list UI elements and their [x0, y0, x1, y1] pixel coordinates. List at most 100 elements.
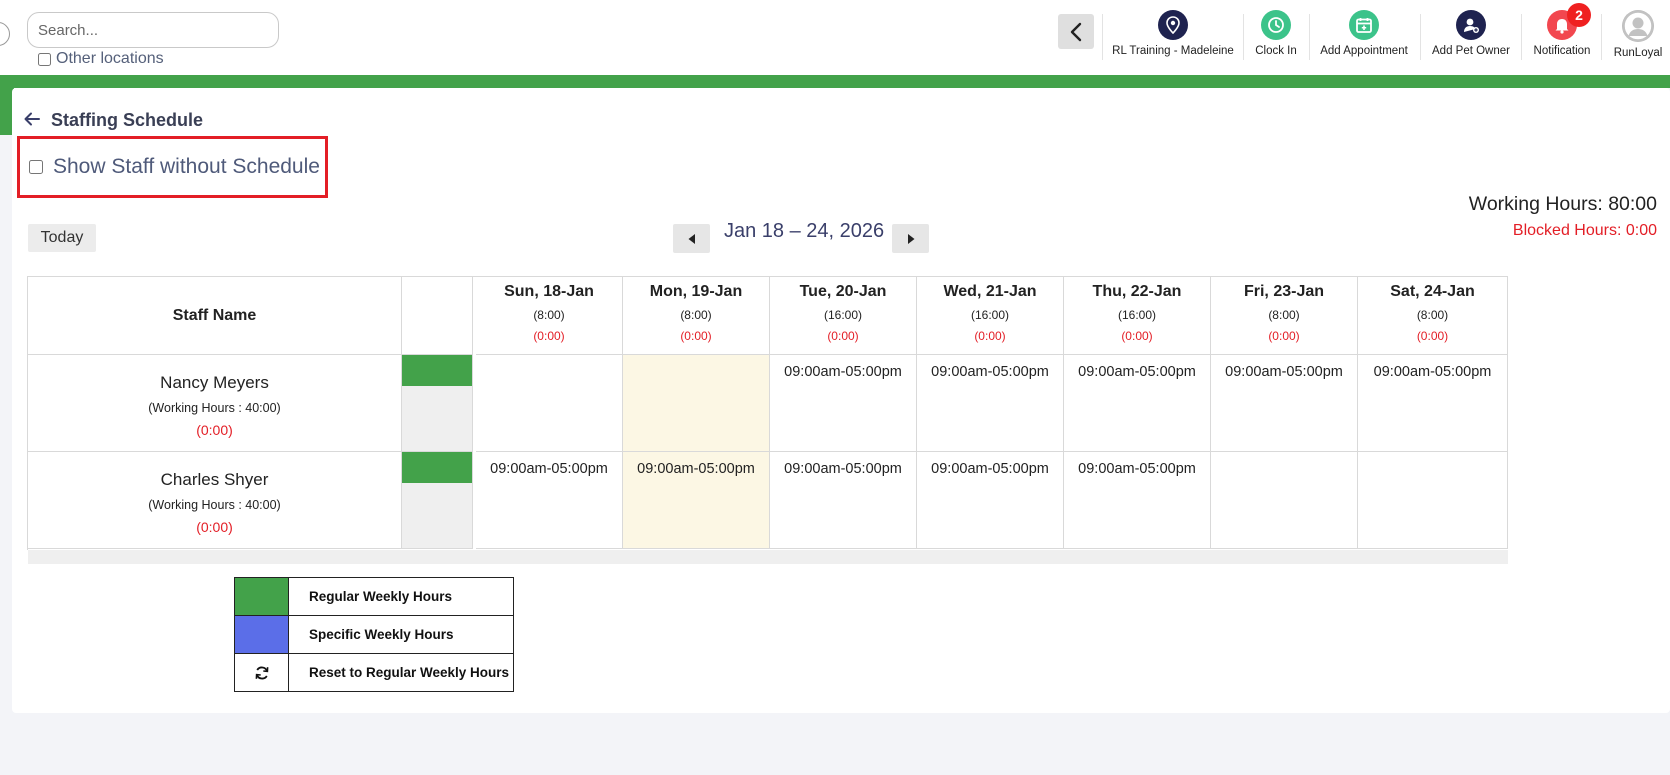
accent-strip [0, 88, 14, 135]
next-week-button[interactable] [892, 224, 929, 253]
regular-hours-marker[interactable] [402, 452, 472, 483]
legend-reset: Reset to Regular Weekly Hours [234, 653, 514, 692]
day-header: Sun, 18-Jan (8:00) (0:00) [476, 277, 623, 355]
nav-clock-in-label: Clock In [1255, 45, 1297, 57]
day-blocked: (0:00) [680, 329, 712, 343]
day-blocked: (0:00) [533, 329, 565, 343]
hours-type-cell [402, 355, 473, 452]
show-staff-checkbox[interactable] [29, 160, 43, 174]
today-button[interactable]: Today [28, 224, 96, 252]
calendar-add-icon [1349, 10, 1379, 40]
arrow-left-icon [24, 112, 40, 126]
day-header: Tue, 20-Jan (16:00) (0:00) [770, 277, 917, 355]
prev-week-button[interactable] [673, 224, 710, 253]
day-label: Tue, 20-Jan [799, 283, 887, 300]
shift-cell[interactable]: 09:00am-05:00pm [1064, 452, 1211, 549]
shift-cell[interactable]: 09:00am-05:00pm [476, 452, 623, 549]
staff-name-header: Staff Name [28, 277, 402, 355]
search-input[interactable] [27, 12, 279, 48]
day-blocked: (0:00) [827, 329, 859, 343]
location-pin-icon [1158, 10, 1188, 40]
legend-label: Regular Weekly Hours [309, 589, 453, 604]
hours-type-cell [402, 452, 473, 549]
day-header: Thu, 22-Jan (16:00) (0:00) [1064, 277, 1211, 355]
horizontal-scrollbar[interactable] [28, 550, 1508, 564]
staff-cell[interactable]: Nancy Meyers (Working Hours : 40:00) (0:… [28, 355, 402, 452]
bell-icon: 2 [1547, 3, 1591, 40]
nav-clock-in[interactable]: Clock In [1251, 10, 1301, 62]
legend-label: Specific Weekly Hours [309, 627, 454, 642]
shift-cell[interactable]: 09:00am-05:00pm [770, 452, 917, 549]
staff-name: Nancy Meyers [160, 373, 269, 392]
nav-divider [1309, 14, 1310, 60]
shift-cell[interactable]: 09:00am-05:00pm [1211, 355, 1358, 452]
shift-cell[interactable]: 09:00am-05:00pm [1064, 355, 1211, 452]
shift-time: 09:00am-05:00pm [1078, 461, 1196, 477]
nav-location-label: RL Training - Madeleine [1112, 45, 1234, 57]
shift-time: 09:00am-05:00pm [1078, 364, 1196, 380]
caret-right-icon [907, 233, 914, 244]
nav-add-pet-owner-label: Add Pet Owner [1432, 45, 1510, 57]
day-label: Sun, 18-Jan [504, 283, 594, 300]
staff-cell[interactable]: Charles Shyer (Working Hours : 40:00) (0… [28, 452, 402, 549]
legend-specific: Specific Weekly Hours [234, 615, 514, 654]
show-staff-without-schedule[interactable]: Show Staff without Schedule [17, 136, 328, 198]
nav-account-label: RunLoyal [1613, 47, 1663, 59]
nav-notification[interactable]: 2 Notification [1529, 3, 1595, 62]
day-header: Mon, 19-Jan (8:00) (0:00) [623, 277, 770, 355]
nav-add-pet-owner[interactable]: Add Pet Owner [1428, 10, 1514, 62]
date-range: Jan 18 – 24, 2026 [724, 220, 885, 242]
day-blocked: (0:00) [1121, 329, 1153, 343]
nav-divider [1243, 14, 1244, 60]
shift-cell[interactable]: 09:00am-05:00pm [917, 355, 1064, 452]
staff-name: Charles Shyer [160, 470, 269, 489]
day-label: Thu, 22-Jan [1092, 283, 1182, 300]
specific-hours-swatch [235, 616, 289, 653]
chevron-left-icon [1070, 22, 1082, 41]
regular-hours-marker[interactable] [402, 355, 472, 386]
nav-location[interactable]: RL Training - Madeleine [1112, 10, 1234, 62]
nav-account[interactable]: RunLoyal [1610, 10, 1666, 62]
day-label: Wed, 21-Jan [943, 283, 1037, 300]
shift-cell[interactable]: 09:00am-05:00pm [770, 355, 917, 452]
day-hours: (8:00) [1416, 308, 1449, 322]
nav-add-appointment-label: Add Appointment [1320, 45, 1408, 57]
day-header: Sat, 24-Jan (8:00) (0:00) [1358, 277, 1508, 355]
staff-blocked-hours: (0:00) [196, 422, 233, 438]
regular-hours-swatch [235, 578, 289, 615]
page-title: Staffing Schedule [51, 110, 204, 130]
shift-cell[interactable] [476, 355, 623, 452]
user-add-icon [1456, 10, 1486, 40]
shift-cell[interactable]: 09:00am-05:00pm [917, 452, 1064, 549]
accent-bar [0, 75, 1670, 88]
shift-cell[interactable]: 09:00am-05:00pm [1358, 355, 1508, 452]
shift-cell[interactable]: 09:00am-05:00pm [623, 452, 770, 549]
color-column-header [402, 277, 473, 355]
nav-divider [1601, 14, 1602, 60]
collapse-button[interactable] [1058, 14, 1094, 49]
shift-cell[interactable] [1211, 452, 1358, 549]
other-locations-label: Other locations [56, 50, 164, 67]
caret-left-icon [688, 233, 695, 244]
shift-cell[interactable] [623, 355, 770, 452]
day-hours: (16:00) [970, 308, 1010, 322]
shift-cell[interactable] [1358, 452, 1508, 549]
blocked-hours-total: Blocked Hours: 0:00 [1512, 222, 1657, 239]
legend-regular: Regular Weekly Hours [234, 577, 514, 616]
day-label: Sat, 24-Jan [1390, 283, 1475, 300]
refresh-icon [235, 654, 289, 691]
back-button[interactable] [22, 110, 44, 128]
menu-toggle[interactable] [0, 22, 10, 46]
day-hours: (16:00) [1117, 308, 1157, 322]
nav-divider [1521, 14, 1522, 60]
shift-time: 09:00am-05:00pm [931, 461, 1049, 477]
other-locations-checkbox[interactable] [38, 52, 51, 66]
working-hours-total: Working Hours: 80:00 [1468, 193, 1657, 215]
nav-divider [1420, 14, 1421, 60]
nav-add-appointment[interactable]: Add Appointment [1316, 10, 1412, 62]
other-locations-option[interactable]: Other locations [38, 50, 164, 68]
day-hours: (8:00) [1268, 308, 1300, 322]
avatar-icon [1622, 10, 1654, 42]
shift-time: 09:00am-05:00pm [490, 461, 608, 477]
shift-time: 09:00am-05:00pm [637, 461, 755, 477]
